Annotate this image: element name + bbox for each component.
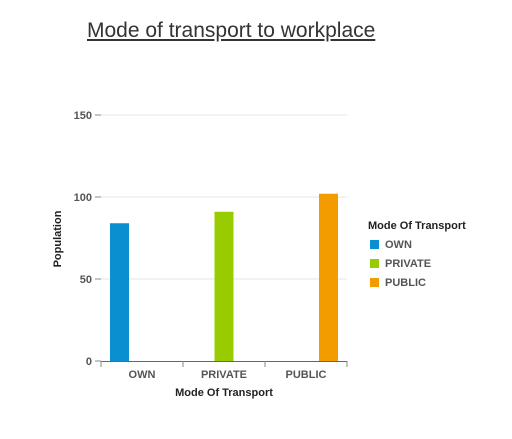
legend-label-own: OWN (385, 239, 412, 251)
bars (110, 193, 338, 361)
y-tick-label: 0 (86, 356, 92, 368)
legend-swatch-public (370, 278, 379, 287)
y-tick-label: 150 (74, 110, 92, 122)
y-tick-label: 100 (74, 192, 92, 204)
legend-label-public: PUBLIC (385, 277, 426, 289)
y-tick-labels: 0 50 100 150 (74, 110, 101, 368)
x-axis-title: Mode Of Transport (175, 387, 273, 399)
x-tick-label: PUBLIC (286, 369, 327, 381)
chart-title: Mode of transport to workplace (87, 19, 376, 42)
legend-label-private: PRIVATE (385, 258, 431, 270)
bar-own (110, 223, 129, 361)
legend: Mode Of Transport OWN PRIVATE PUBLIC (368, 220, 466, 289)
y-tick-label: 50 (80, 274, 92, 286)
bar-private (214, 211, 234, 361)
legend-title: Mode Of Transport (368, 220, 466, 232)
x-tick-labels: OWN PRIVATE PUBLIC (100, 361, 348, 381)
legend-swatch-own (370, 240, 379, 249)
legend-swatch-private (370, 259, 379, 268)
x-tick-label: PRIVATE (201, 369, 247, 381)
bar-public (319, 193, 338, 361)
x-tick-label: OWN (129, 369, 156, 381)
y-axis-title: Population (52, 210, 64, 267)
